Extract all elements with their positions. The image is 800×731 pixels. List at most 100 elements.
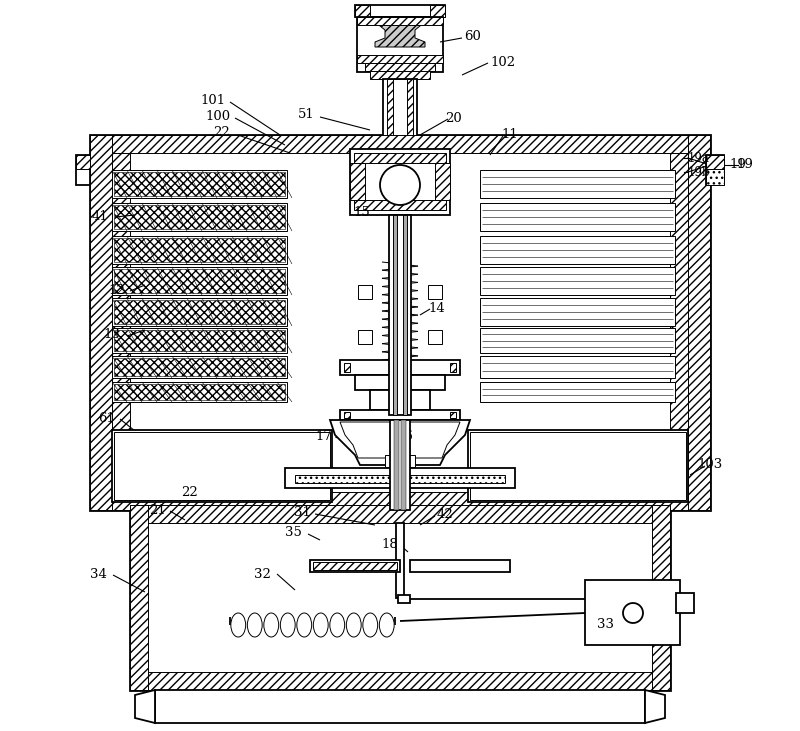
Bar <box>130 505 670 523</box>
Bar <box>468 430 688 502</box>
Text: 42: 42 <box>437 509 454 521</box>
Text: 41: 41 <box>92 210 108 222</box>
Bar <box>389 215 411 415</box>
Bar <box>90 135 710 153</box>
Bar <box>130 672 670 690</box>
Bar <box>90 135 710 510</box>
Bar <box>112 430 332 502</box>
Bar <box>114 172 285 196</box>
Text: 100: 100 <box>206 110 230 123</box>
Bar <box>112 170 287 198</box>
Bar <box>112 356 287 378</box>
Bar <box>480 382 675 402</box>
Bar <box>480 267 675 295</box>
Bar <box>354 153 446 163</box>
Ellipse shape <box>264 613 278 637</box>
Polygon shape <box>135 690 155 723</box>
Text: 12: 12 <box>109 284 126 297</box>
Bar <box>370 71 430 79</box>
Bar <box>652 505 670 690</box>
Ellipse shape <box>247 613 262 637</box>
Bar <box>112 382 287 402</box>
Bar <box>295 475 505 483</box>
Bar <box>365 63 435 71</box>
Bar <box>480 328 675 353</box>
Bar <box>112 328 287 353</box>
Ellipse shape <box>363 613 378 637</box>
Text: 13: 13 <box>103 328 121 341</box>
Bar <box>394 420 399 510</box>
Text: 33: 33 <box>597 618 614 632</box>
Bar <box>114 300 285 324</box>
Bar <box>480 236 675 264</box>
Bar <box>114 432 330 500</box>
Bar <box>390 420 410 510</box>
Bar <box>90 492 710 510</box>
Bar <box>370 390 430 410</box>
Bar <box>76 155 90 185</box>
Bar <box>385 455 415 467</box>
Bar <box>706 155 724 169</box>
Bar <box>340 410 460 420</box>
Bar <box>450 363 456 372</box>
Text: 34: 34 <box>90 569 106 581</box>
Bar <box>130 505 148 690</box>
Text: 60: 60 <box>464 31 481 44</box>
Text: 19b: 19b <box>688 165 710 178</box>
Text: 18: 18 <box>382 539 398 551</box>
Ellipse shape <box>280 613 295 637</box>
Bar <box>670 153 688 492</box>
Text: 51: 51 <box>298 108 314 121</box>
Bar <box>344 363 350 372</box>
Bar <box>585 580 680 645</box>
Ellipse shape <box>330 613 345 637</box>
Bar <box>112 153 130 492</box>
Text: 22: 22 <box>214 126 230 140</box>
Bar <box>357 17 443 72</box>
Ellipse shape <box>297 613 312 637</box>
Polygon shape <box>645 690 665 723</box>
Bar <box>410 560 510 572</box>
Text: 16: 16 <box>397 431 414 444</box>
Bar <box>480 203 675 231</box>
Bar <box>112 236 287 264</box>
Text: 14: 14 <box>429 301 446 314</box>
Bar <box>114 269 285 293</box>
Bar <box>480 298 675 326</box>
Text: 11: 11 <box>502 129 518 142</box>
Bar <box>428 285 442 299</box>
Polygon shape <box>375 17 425 47</box>
Bar <box>114 384 285 400</box>
Bar <box>313 562 397 570</box>
Bar <box>403 215 407 415</box>
Bar <box>706 155 724 185</box>
Text: 61: 61 <box>98 412 115 425</box>
Bar <box>112 267 287 295</box>
Text: 17: 17 <box>315 431 333 444</box>
Ellipse shape <box>231 613 246 637</box>
Bar <box>130 505 670 690</box>
Bar <box>470 432 686 500</box>
Text: 19: 19 <box>730 159 746 172</box>
Bar <box>435 163 450 200</box>
Text: 32: 32 <box>254 567 270 580</box>
Bar <box>310 560 400 572</box>
Ellipse shape <box>314 613 328 637</box>
Bar <box>393 215 397 415</box>
Bar <box>350 163 365 200</box>
Ellipse shape <box>379 613 394 637</box>
Bar <box>355 5 370 17</box>
Bar <box>355 5 445 17</box>
Polygon shape <box>340 422 460 458</box>
Bar <box>285 468 515 488</box>
Bar <box>398 595 410 603</box>
Bar <box>430 5 445 17</box>
Bar <box>350 149 450 215</box>
Bar <box>358 330 372 344</box>
Bar <box>155 690 645 723</box>
Text: 35: 35 <box>285 526 302 539</box>
Text: 101: 101 <box>201 94 226 107</box>
Bar <box>114 205 285 229</box>
Bar <box>383 79 417 149</box>
Bar <box>355 375 445 390</box>
